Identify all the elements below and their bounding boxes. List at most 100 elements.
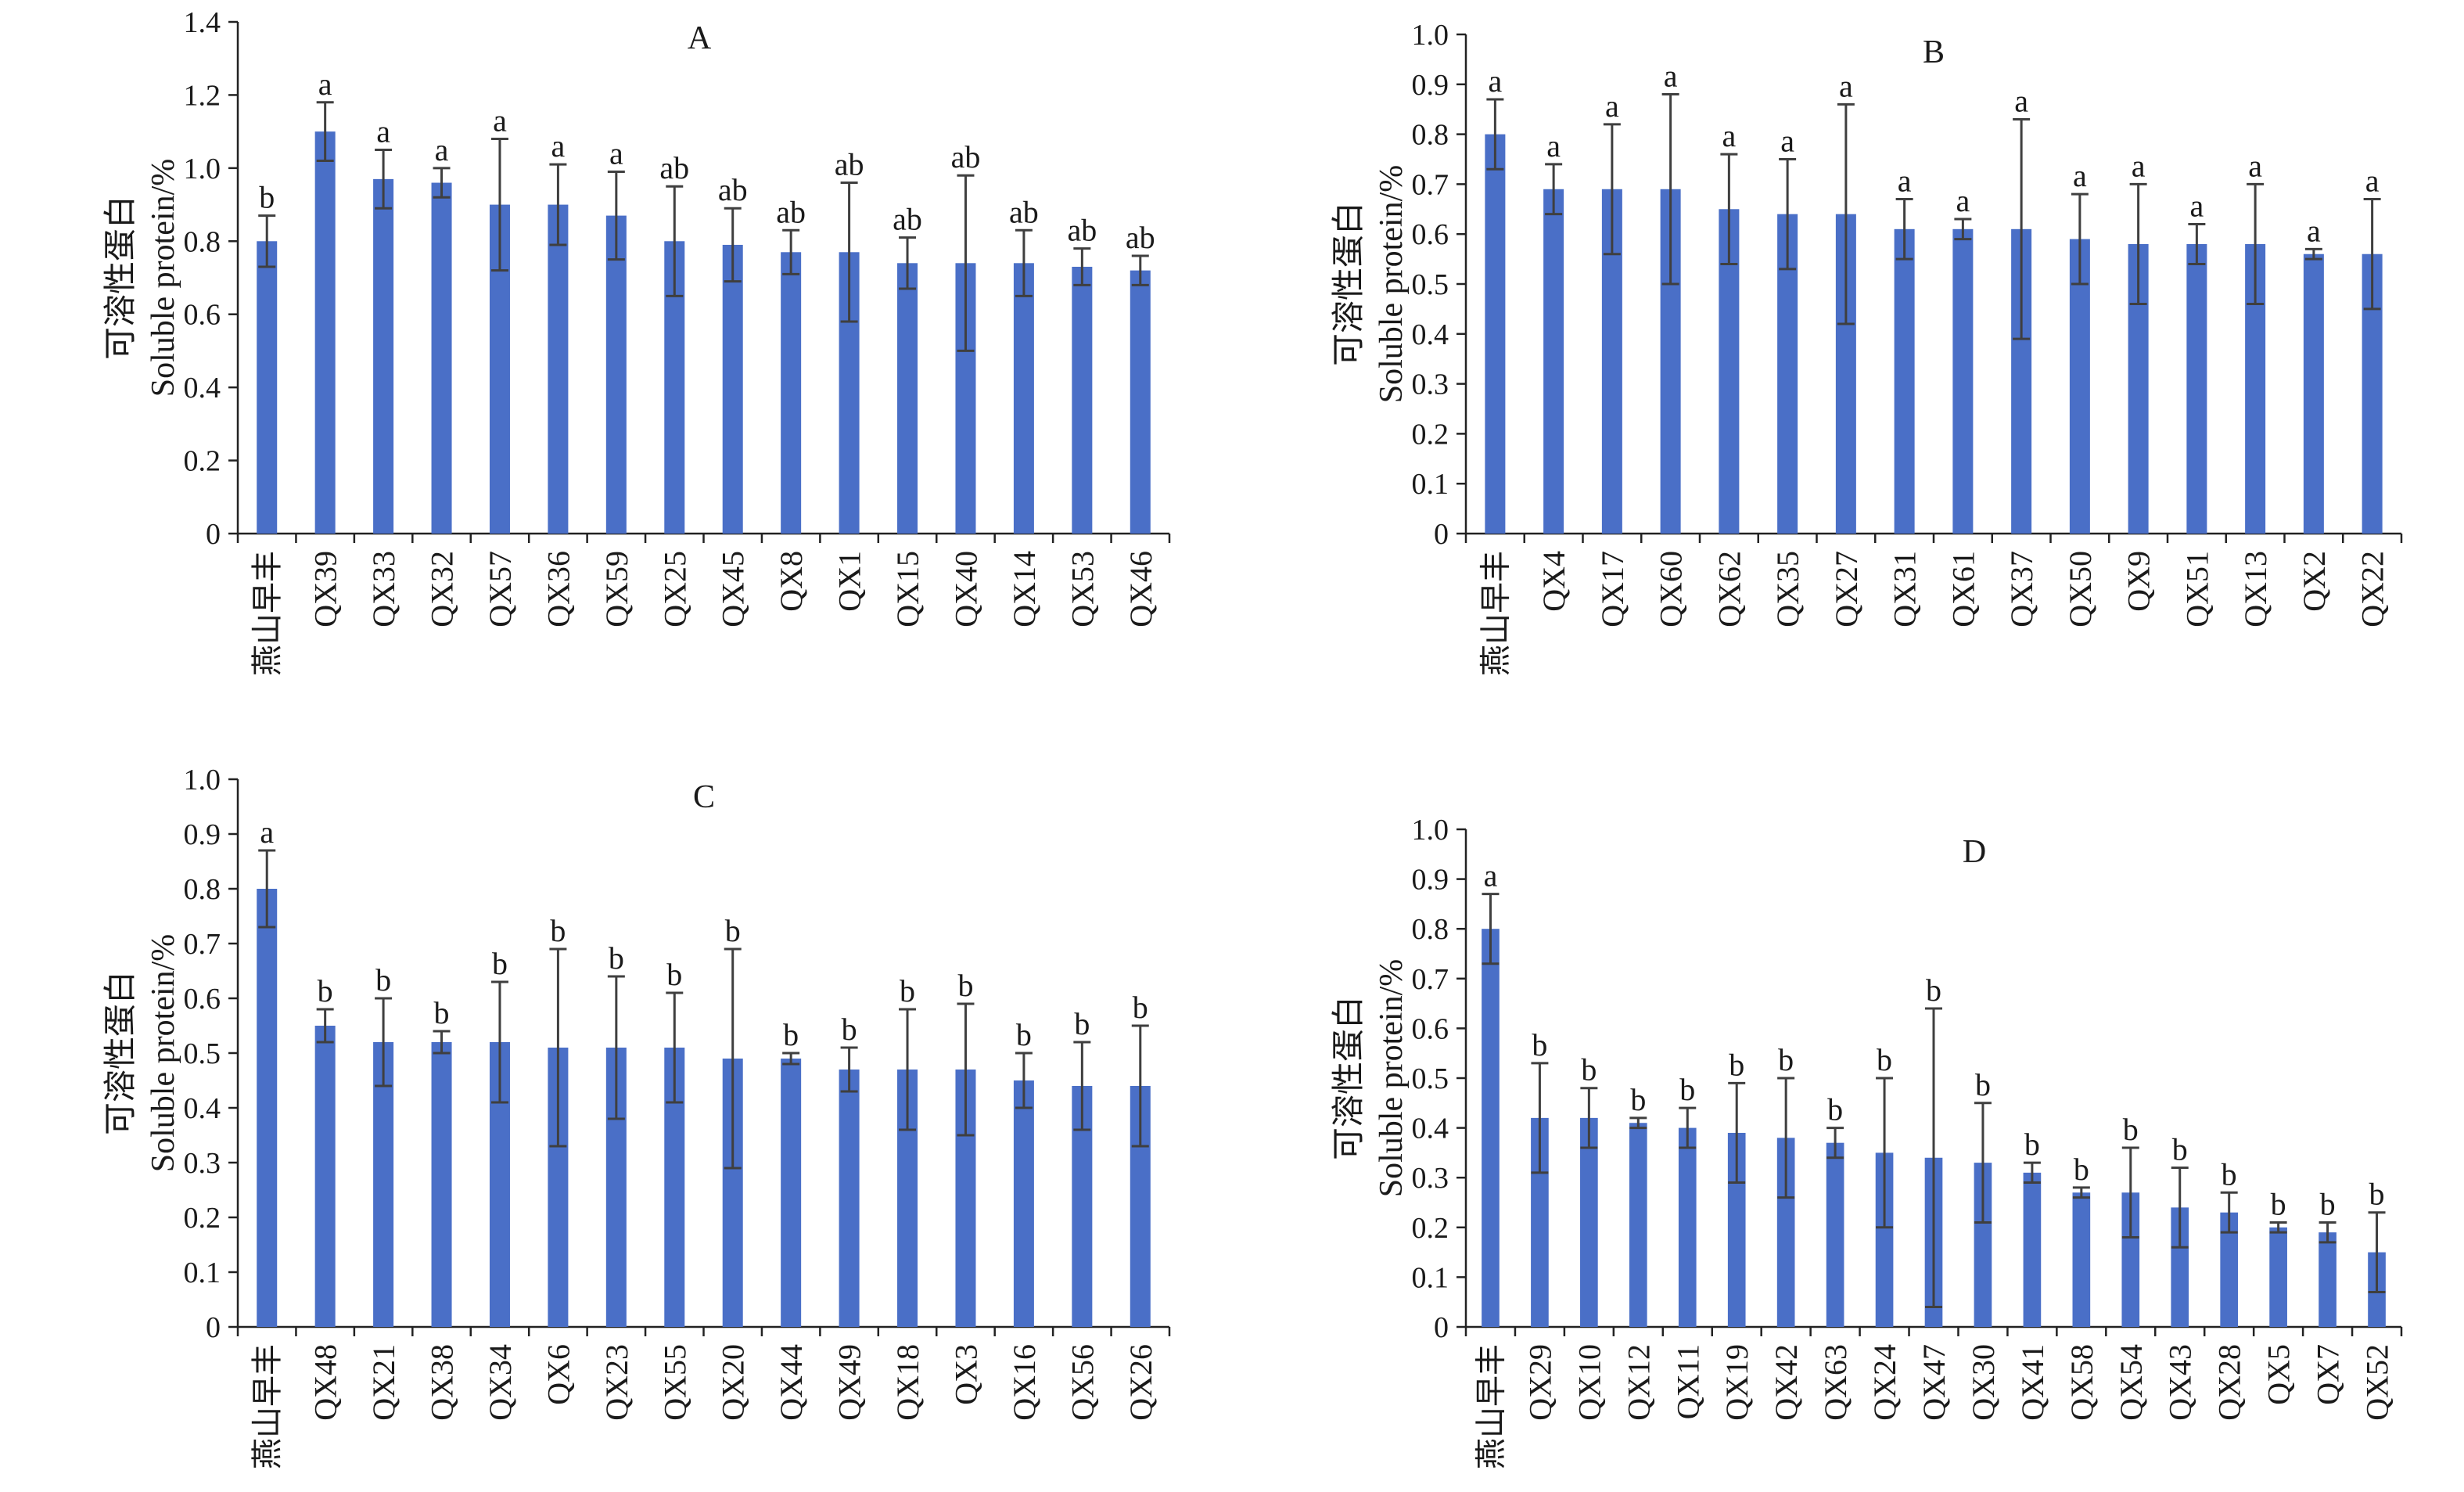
panel-d-significance-label: b — [2271, 1186, 2286, 1221]
panel-a-category-label: QX1 — [832, 551, 867, 612]
panel-a-significance-label: ab — [1009, 194, 1039, 229]
panel-a-category-label: QX32 — [425, 551, 460, 627]
panel-d-bar — [2220, 1212, 2239, 1327]
panel-d-y-tick-label: 0.8 — [1412, 913, 1449, 946]
panel-d-y-axis-label-en: Soluble protein/% — [1374, 959, 1410, 1197]
panel-a-significance-label: ab — [893, 202, 922, 237]
panel-d-significance-label: b — [2024, 1127, 2040, 1162]
panel-a-bar — [1072, 266, 1093, 534]
panel-d-bar — [1727, 1132, 1746, 1327]
panel-b-bar — [2186, 243, 2207, 534]
panel-a-y-tick-label: 0 — [206, 518, 221, 551]
panel-b-category-label: QX51 — [2179, 551, 2214, 627]
panel-a-bar — [373, 178, 394, 534]
panel-c-significance-label: b — [666, 957, 682, 992]
panel-b-category-label: QX60 — [1654, 551, 1689, 627]
panel-a-y-tick-label: 1.4 — [184, 6, 221, 39]
panel-d-bar — [2171, 1207, 2189, 1327]
panel-b-significance-label: a — [2307, 213, 2321, 248]
panel-d-bar — [2023, 1172, 2042, 1327]
panel-b-bar — [1485, 134, 1506, 534]
panel-c-category-label: QX34 — [483, 1344, 518, 1421]
panel-a-category-label: QX33 — [366, 551, 401, 627]
panel-a-significance-label: a — [376, 114, 390, 149]
panel-c-significance-label: b — [550, 913, 566, 948]
panel-a-category-label: QX25 — [657, 551, 692, 627]
panel-a-category-label: QX8 — [774, 551, 809, 612]
panel-d-category-label: QX24 — [1867, 1344, 1902, 1421]
panel-a-y-tick-label: 0.6 — [184, 299, 221, 332]
panel-d-category-label: QX10 — [1571, 1344, 1607, 1421]
panel-c-category-label: QX18 — [890, 1344, 925, 1421]
panel-b-significance-label: a — [1898, 164, 1912, 199]
panel-a-bar — [897, 263, 918, 534]
panel-c-category-label: QX38 — [425, 1344, 460, 1421]
panel-a-category-label: QX36 — [541, 551, 576, 627]
panel-c-bar — [373, 1042, 394, 1327]
panel-c-y-axis-label-en: Soluble protein/% — [145, 934, 181, 1172]
panel-b-title: B — [1923, 34, 1945, 70]
panel-d-y-tick-label: 0.2 — [1412, 1212, 1449, 1245]
panel-d-bar — [1678, 1127, 1697, 1327]
panel-c-y-tick-label: 0.8 — [184, 873, 221, 906]
panel-c-y-axis-label-cn: 可溶性蛋白 — [102, 971, 139, 1135]
panel-c-y-tick-label: 0 — [206, 1311, 221, 1344]
panel-d-category-label: QX41 — [2015, 1344, 2050, 1421]
panel-b-y-tick-label: 0.4 — [1412, 318, 1449, 351]
panel-c-significance-label: b — [434, 995, 450, 1030]
panel-d-category-label: QX42 — [1769, 1344, 1804, 1421]
panel-a-category-label: QX45 — [716, 551, 751, 627]
panel-a-y-axis-label-en: Soluble protein/% — [145, 159, 181, 397]
panel-c-significance-label: b — [609, 940, 624, 976]
panel-b-category-label: QX37 — [2004, 551, 2039, 627]
panel-d-bar — [1974, 1163, 1992, 1327]
panel-d-y-tick-label: 0.5 — [1412, 1062, 1449, 1095]
panel-b-y-tick-label: 0.8 — [1412, 119, 1449, 152]
panel-c-bar — [839, 1070, 860, 1327]
panel-c-y-tick-label: 0.6 — [184, 983, 221, 1016]
panel-b-y-tick-label: 0.7 — [1412, 168, 1449, 201]
panel-a-significance-label: a — [551, 128, 566, 164]
panel-a-bar — [781, 252, 802, 534]
panel-d-y-tick-label: 0.9 — [1412, 864, 1449, 897]
panel-d-bar — [1531, 1117, 1549, 1327]
panel-d-significance-label: b — [1581, 1052, 1597, 1088]
panel-c-significance-label: b — [1074, 1006, 1090, 1041]
chart-panel-a: 0 0.2 0.4 0.6 0.8 1.0 1.2 1.4 b 燕山早丰 a QX39 a QX33 a QX… — [102, 6, 1171, 676]
panel-a-y-tick-label: 0.2 — [184, 445, 221, 478]
panel-c-significance-label: b — [1016, 1017, 1032, 1052]
panel-a-category-label: QX59 — [599, 551, 634, 627]
panel-a-significance-label: ab — [1067, 213, 1097, 248]
panel-a-y-tick-label: 0.4 — [184, 372, 221, 404]
panel-c-significance-label: b — [783, 1017, 799, 1052]
panel-b-bar — [2303, 253, 2324, 534]
panel-a-significance-label: a — [318, 67, 332, 102]
panel-d-significance-label: a — [1484, 858, 1498, 893]
panel-b-significance-label: a — [1488, 63, 1502, 99]
panel-d-category-label: QX19 — [1719, 1344, 1755, 1421]
panel-c-significance-label: b — [957, 968, 973, 1003]
panel-a-bar — [548, 204, 569, 534]
panel-d-significance-label: b — [1827, 1092, 1843, 1127]
panel-c-y-tick-label: 0.9 — [184, 818, 221, 851]
panel-c-bar — [257, 889, 278, 1327]
panel-b-y-tick-label: 0.2 — [1412, 418, 1449, 451]
panel-b-category-label: QX61 — [1945, 551, 1981, 627]
panel-d-category-label: QX7 — [2311, 1344, 2346, 1405]
panel-d-y-tick-label: 0.6 — [1412, 1012, 1449, 1045]
panel-a-title: A — [688, 20, 712, 56]
panel-c-category-label: QX16 — [1007, 1344, 1042, 1421]
panel-b-bar — [1894, 228, 1915, 534]
panel-d-category-label: QX58 — [2064, 1344, 2099, 1421]
panel-c-significance-label: b — [725, 913, 741, 948]
panel-a-significance-label: a — [493, 102, 507, 138]
panel-b-significance-label: a — [1956, 183, 1970, 218]
panel-c-significance-label: b — [318, 973, 333, 1008]
panel-b-significance-label: a — [2248, 148, 2262, 183]
panel-c-significance-label: b — [842, 1012, 857, 1047]
panel-d-significance-label: b — [2222, 1156, 2237, 1192]
panel-b-y-tick-label: 0.9 — [1412, 69, 1449, 102]
panel-c-y-tick-label: 1.0 — [184, 764, 221, 796]
panel-c-category-label: QX20 — [716, 1344, 751, 1421]
panel-b-category-label: QX9 — [2121, 551, 2157, 612]
